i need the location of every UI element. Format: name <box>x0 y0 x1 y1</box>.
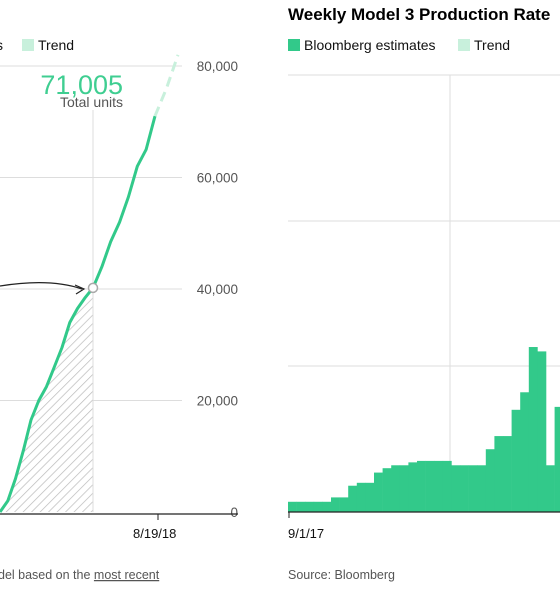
legend-trend-label: Trend <box>38 37 74 53</box>
left-y-tick-label: 20,000 <box>197 394 238 409</box>
callout-arrow <box>0 282 83 290</box>
weekly-bar <box>322 501 332 512</box>
weekly-bar <box>391 465 401 512</box>
weekly-bar <box>382 468 392 512</box>
weekly-bar <box>305 501 315 512</box>
most-recent-link[interactable]: most recent <box>94 568 160 582</box>
legend-estimates-partial-label: s <box>0 37 3 53</box>
weekly-bar <box>408 462 418 512</box>
weekly-bar <box>460 465 469 512</box>
total-units-value: 71,005 <box>40 70 123 100</box>
weekly-bar <box>494 436 504 512</box>
legend-trend-swatch <box>22 39 34 51</box>
weekly-bar <box>477 465 487 512</box>
weekly-bar <box>399 465 409 512</box>
left-y-axis-ticks: 80,000 60,000 40,000 20,000 0 <box>197 59 238 520</box>
left-x-tick-label: 8/19/18 <box>133 526 176 541</box>
legend-estimates-swatch <box>288 39 300 51</box>
weekly-bar <box>374 472 383 512</box>
weekly-bar <box>348 485 358 512</box>
weekly-bar <box>365 482 375 512</box>
left-y-tick-label: 60,000 <box>197 171 238 186</box>
legend-estimates-label: Bloomberg estimates <box>304 37 436 53</box>
weekly-bar <box>485 449 495 512</box>
weekly-bar <box>451 465 461 512</box>
weekly-bar <box>503 436 512 512</box>
weekly-bar <box>546 465 555 512</box>
callout-arrowhead <box>74 284 86 295</box>
left-y-tick-label: 80,000 <box>197 59 238 74</box>
weekly-production-chart: Weekly Model 3 Production Rate Bloomberg… <box>288 5 560 582</box>
weekly-bar <box>313 501 323 512</box>
weekly-bar <box>511 409 521 512</box>
right-x-tick-label: 9/1/17 <box>288 526 324 541</box>
total-units-line <box>0 115 157 513</box>
weekly-bar <box>356 482 366 512</box>
weekly-bar <box>554 406 560 512</box>
weekly-bar <box>537 351 547 512</box>
total-units-label: Total units <box>60 94 123 110</box>
cumulative-units-chart: s Trend 71,005 Total units 80,000 60,000 4… <box>0 37 238 582</box>
weekly-bar <box>442 460 452 512</box>
weekly-bar <box>417 460 426 512</box>
trend-line <box>153 54 180 117</box>
weekly-bars <box>288 347 560 512</box>
left-y-tick-label: 40,000 <box>197 282 238 297</box>
current-point-marker <box>87 282 99 294</box>
weekly-bar <box>339 497 349 512</box>
weekly-bar <box>468 465 478 512</box>
right-footer-source: Source: Bloomberg <box>288 568 395 582</box>
weekly-bar <box>434 460 444 512</box>
weekly-bar <box>296 501 306 512</box>
left-footer-note: del based on the most recent <box>0 568 160 582</box>
weekly-bar <box>331 497 340 512</box>
legend-trend-label-right: Trend <box>474 37 510 53</box>
left-y-tick-label: 0 <box>230 505 238 520</box>
right-gridlines <box>288 74 560 512</box>
weekly-bar <box>520 392 530 512</box>
right-chart-title: Weekly Model 3 Production Rate <box>288 5 550 24</box>
weekly-bar <box>528 347 538 512</box>
weekly-bar <box>425 460 435 512</box>
historical-hatched-area <box>0 287 93 512</box>
legend-trend-swatch-right <box>458 39 470 51</box>
weekly-bar <box>288 501 297 512</box>
